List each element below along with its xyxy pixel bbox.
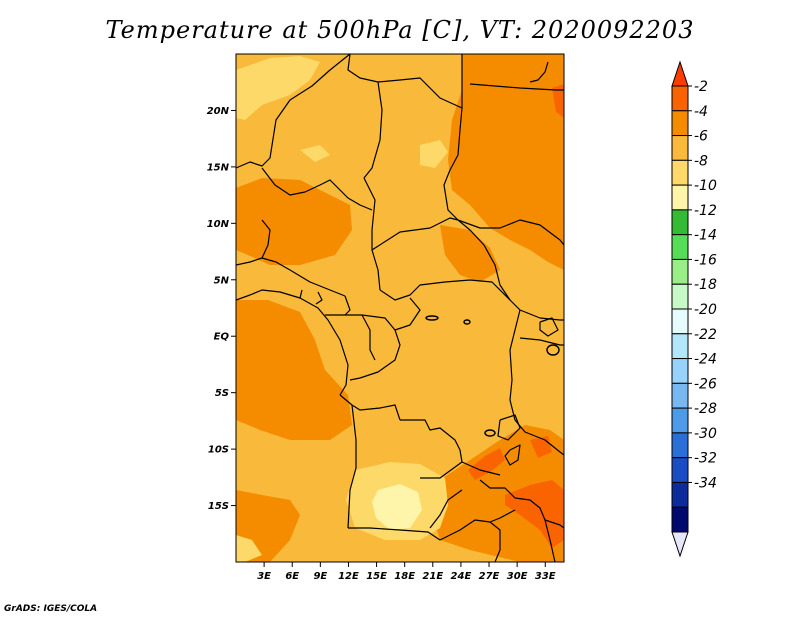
lat-tick-label: 15S [208,501,229,512]
lat-tick-label: EQ [214,332,230,343]
colorbar-swatch [671,333,689,360]
lon-tick-label: 9E [313,571,327,582]
field-cool-regions [236,56,448,562]
colorbar-label: -20 [694,302,717,318]
lon-tick-label: 18E [394,571,415,582]
colorbar-label: -18 [694,277,717,293]
country-borders [236,54,564,562]
colorbar-label: -32 [694,451,717,467]
colorbar-swatch [671,358,689,384]
colorbar-label: -6 [694,129,708,145]
lat-tick-label: 15N [207,162,230,173]
colorbar-label: -14 [694,228,717,244]
colorbar-swatch [671,283,689,310]
longitude-axis: 3E 6E 9E 12E 15E 18E 21E 24E 27E 30E 33E [257,562,556,582]
lon-tick-label: 33E [535,571,556,582]
colorbar-swatch [671,506,689,533]
colorbar-label: -26 [694,376,717,392]
lat-tick-label: 10N [207,219,230,230]
colorbar-label: -12 [694,203,717,219]
lon-tick-label: 24E [451,571,472,582]
colorbar-label: -10 [694,178,717,194]
colorbar-label: -34 [694,475,717,491]
field-cold-patch [372,484,422,530]
colorbar-label: -2 [694,79,708,95]
colorbar-max-arrow [671,60,689,87]
chart-title: Temperature at 500hPa [C], VT: 202009220… [105,16,695,44]
colorbar-swatch [671,382,689,409]
lat-tick-label: 5N [214,275,230,286]
colorbar-min-arrow [671,531,689,558]
colorbar-swatch [671,308,689,335]
colorbar-swatch [671,258,689,285]
colorbar: -2 -4 -6 -8 -10 -12 -14 -16 -18 -20 -22 -24 -26 -28 -3… [671,60,717,558]
colorbar-label: -28 [694,401,717,417]
colorbar-label: -22 [694,327,717,343]
latitude-axis: 20N 15N 10N 5N EQ 5S 10S 15S [207,106,236,512]
colorbar-swatch [671,184,689,211]
colorbar-label: -4 [694,104,708,120]
lat-tick-label: 20N [207,106,230,117]
colorbar-swatch [671,209,689,236]
colorbar-swatch [671,135,689,161]
colorbar-swatch [671,481,689,508]
grads-credit: GrADS: IGES/COLA [4,604,98,614]
colorbar-swatch [671,110,689,137]
colorbar-label: -24 [694,352,717,368]
lon-tick-label: 21E [422,571,443,582]
colorbar-label: -8 [694,153,708,169]
lon-tick-label: 15E [366,571,387,582]
colorbar-swatch [671,85,689,112]
colorbar-swatch [671,234,689,260]
lon-tick-label: 27E [479,571,500,582]
lon-tick-label: 3E [257,571,271,582]
colorbar-swatch [671,407,689,434]
colorbar-swatch [671,457,689,483]
lat-tick-label: 5S [215,388,229,399]
lon-tick-label: 6E [285,571,299,582]
lat-tick-label: 10S [208,445,229,456]
colorbar-label: -16 [694,252,717,268]
lon-tick-label: 12E [338,571,359,582]
map-frame [235,53,565,563]
colorbar-swatch [671,159,689,186]
lon-tick-label: 30E [507,571,528,582]
colorbar-swatch [671,432,689,459]
lake-outlines [425,315,560,437]
colorbar-label: -30 [694,426,717,442]
